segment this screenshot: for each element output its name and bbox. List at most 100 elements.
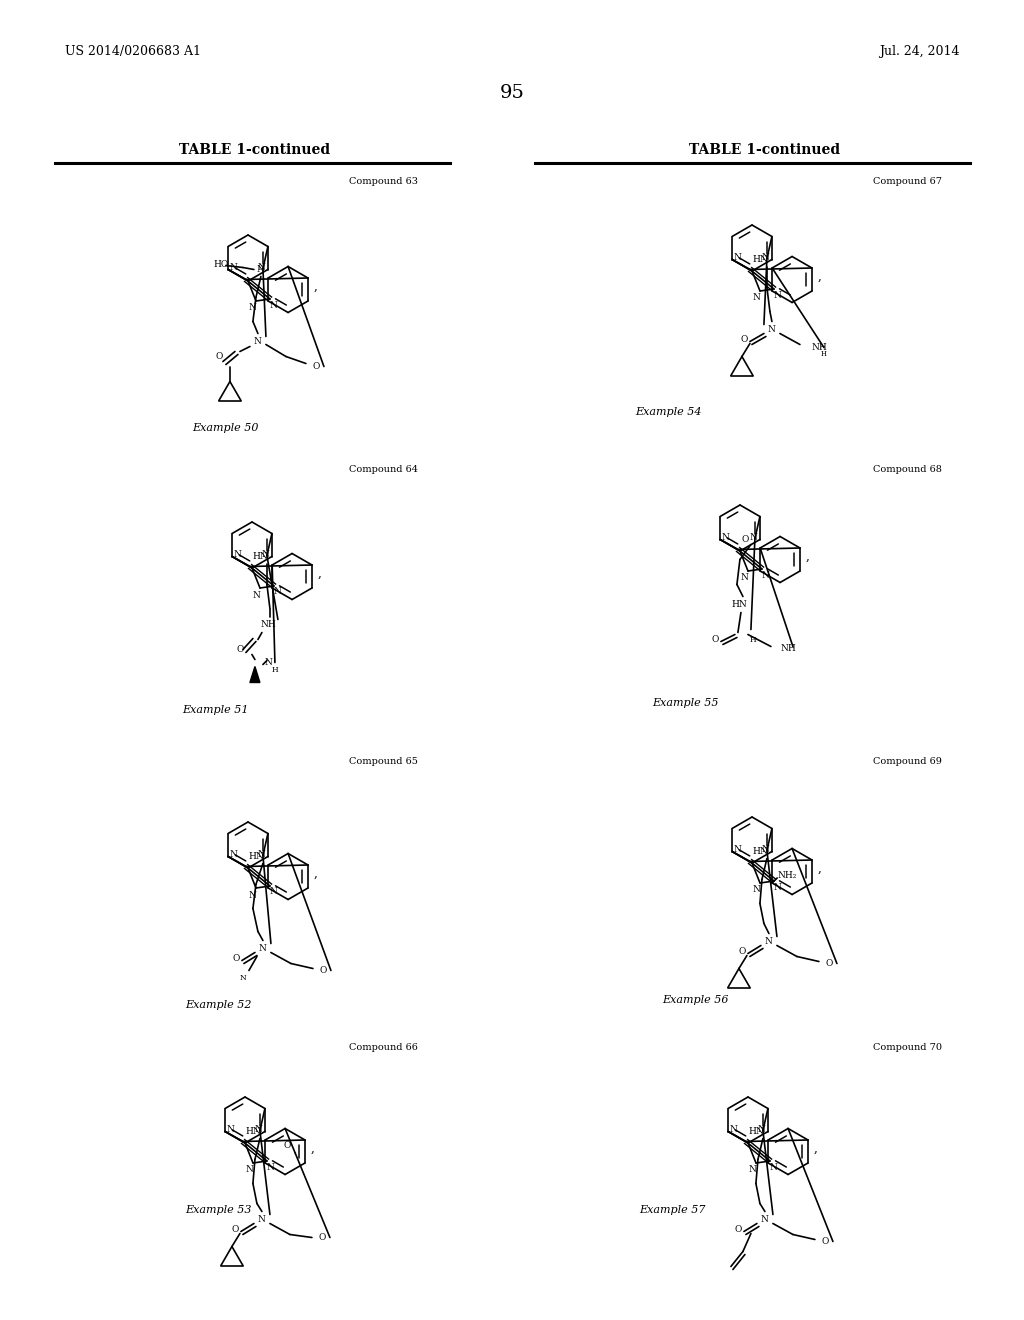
Text: NH: NH bbox=[812, 343, 827, 352]
Text: N: N bbox=[762, 845, 770, 854]
Text: Example 55: Example 55 bbox=[651, 698, 718, 708]
Text: N: N bbox=[762, 253, 770, 261]
Text: Compound 70: Compound 70 bbox=[873, 1044, 942, 1052]
Text: HN: HN bbox=[752, 847, 768, 855]
Text: N: N bbox=[773, 883, 781, 891]
Text: ,: , bbox=[817, 271, 821, 282]
Text: NH₂: NH₂ bbox=[777, 870, 797, 879]
Text: N: N bbox=[259, 944, 267, 953]
Text: N: N bbox=[258, 1214, 266, 1224]
Text: N: N bbox=[769, 1163, 777, 1172]
Text: NH: NH bbox=[781, 644, 797, 653]
Text: HN: HN bbox=[252, 552, 268, 561]
Text: ,: , bbox=[294, 1146, 297, 1155]
Text: N: N bbox=[229, 850, 237, 859]
Text: Compound 66: Compound 66 bbox=[349, 1044, 418, 1052]
Text: N: N bbox=[721, 533, 729, 543]
Text: N: N bbox=[248, 891, 256, 899]
Text: HN: HN bbox=[731, 601, 746, 609]
Text: 95: 95 bbox=[500, 84, 524, 102]
Text: N: N bbox=[226, 1125, 234, 1134]
Text: O: O bbox=[738, 946, 745, 956]
Text: O: O bbox=[740, 335, 748, 345]
Text: O: O bbox=[232, 954, 240, 964]
Text: O: O bbox=[312, 362, 319, 371]
Text: Example 51: Example 51 bbox=[181, 705, 248, 715]
Text: H: H bbox=[271, 665, 279, 673]
Text: Example 53: Example 53 bbox=[184, 1205, 251, 1214]
Text: ,: , bbox=[817, 862, 821, 875]
Text: ,: , bbox=[313, 280, 317, 293]
Text: O: O bbox=[215, 352, 222, 360]
Text: N: N bbox=[257, 265, 265, 275]
Text: O: O bbox=[319, 966, 327, 975]
Text: Example 56: Example 56 bbox=[662, 995, 728, 1005]
Text: ,: , bbox=[805, 550, 809, 564]
Text: N: N bbox=[758, 1125, 766, 1134]
Text: Jul. 24, 2014: Jul. 24, 2014 bbox=[880, 45, 961, 58]
Text: Compound 65: Compound 65 bbox=[349, 758, 418, 767]
Text: N: N bbox=[262, 550, 270, 558]
Text: Example 54: Example 54 bbox=[635, 407, 701, 417]
Text: Compound 67: Compound 67 bbox=[873, 177, 942, 186]
Text: HN: HN bbox=[752, 255, 768, 264]
Text: N: N bbox=[761, 1214, 769, 1224]
Text: N: N bbox=[750, 533, 758, 543]
Text: Compound 68: Compound 68 bbox=[873, 466, 942, 474]
Text: H: H bbox=[750, 635, 757, 644]
Text: O: O bbox=[741, 535, 749, 544]
Text: N: N bbox=[266, 1163, 274, 1172]
Text: O: O bbox=[712, 635, 719, 644]
Text: US 2014/0206683 A1: US 2014/0206683 A1 bbox=[65, 45, 201, 58]
Text: Example 52: Example 52 bbox=[184, 1001, 251, 1010]
Text: HO: HO bbox=[214, 260, 229, 269]
Text: N: N bbox=[773, 290, 781, 300]
Text: Compound 69: Compound 69 bbox=[873, 758, 942, 767]
Text: N: N bbox=[269, 887, 276, 896]
Text: N: N bbox=[729, 1125, 737, 1134]
Text: N: N bbox=[240, 974, 247, 982]
Text: N: N bbox=[768, 325, 776, 334]
Text: N: N bbox=[761, 570, 769, 579]
Text: NH: NH bbox=[260, 620, 275, 630]
Text: N: N bbox=[765, 937, 773, 946]
Text: N: N bbox=[258, 263, 266, 272]
Text: O: O bbox=[821, 1237, 828, 1246]
Text: TABLE 1-continued: TABLE 1-continued bbox=[689, 143, 841, 157]
Text: O: O bbox=[237, 645, 244, 653]
Text: H: H bbox=[821, 351, 827, 359]
Text: N: N bbox=[733, 845, 741, 854]
Text: N: N bbox=[733, 253, 741, 261]
Text: N: N bbox=[248, 304, 256, 313]
Text: N: N bbox=[229, 263, 237, 272]
Text: O: O bbox=[825, 960, 833, 968]
Text: TABLE 1-continued: TABLE 1-continued bbox=[179, 143, 331, 157]
Text: O: O bbox=[318, 1233, 326, 1242]
Text: Compound 64: Compound 64 bbox=[349, 466, 418, 474]
Text: N: N bbox=[255, 1125, 263, 1134]
Text: ,: , bbox=[310, 1142, 314, 1155]
Text: N: N bbox=[749, 1166, 756, 1175]
Text: Example 50: Example 50 bbox=[191, 422, 258, 433]
Text: N: N bbox=[752, 293, 760, 302]
Text: N: N bbox=[265, 657, 272, 667]
Text: Example 57: Example 57 bbox=[639, 1205, 706, 1214]
Text: O: O bbox=[284, 1140, 291, 1150]
Text: N: N bbox=[254, 337, 262, 346]
Text: N: N bbox=[233, 550, 241, 558]
Text: N: N bbox=[740, 573, 748, 582]
Text: HN: HN bbox=[749, 1127, 764, 1137]
Text: N: N bbox=[269, 301, 276, 309]
Text: N: N bbox=[273, 587, 281, 597]
Text: ,: , bbox=[813, 1142, 817, 1155]
Text: Compound 63: Compound 63 bbox=[349, 177, 418, 186]
Text: ,: , bbox=[317, 568, 321, 579]
Text: ,: , bbox=[313, 867, 317, 880]
Text: N: N bbox=[258, 850, 266, 859]
Text: N: N bbox=[245, 1166, 253, 1175]
Text: N: N bbox=[752, 886, 760, 895]
Text: HN: HN bbox=[248, 851, 264, 861]
Text: HN: HN bbox=[245, 1127, 261, 1137]
Text: N: N bbox=[252, 590, 260, 599]
Text: O: O bbox=[734, 1225, 741, 1234]
